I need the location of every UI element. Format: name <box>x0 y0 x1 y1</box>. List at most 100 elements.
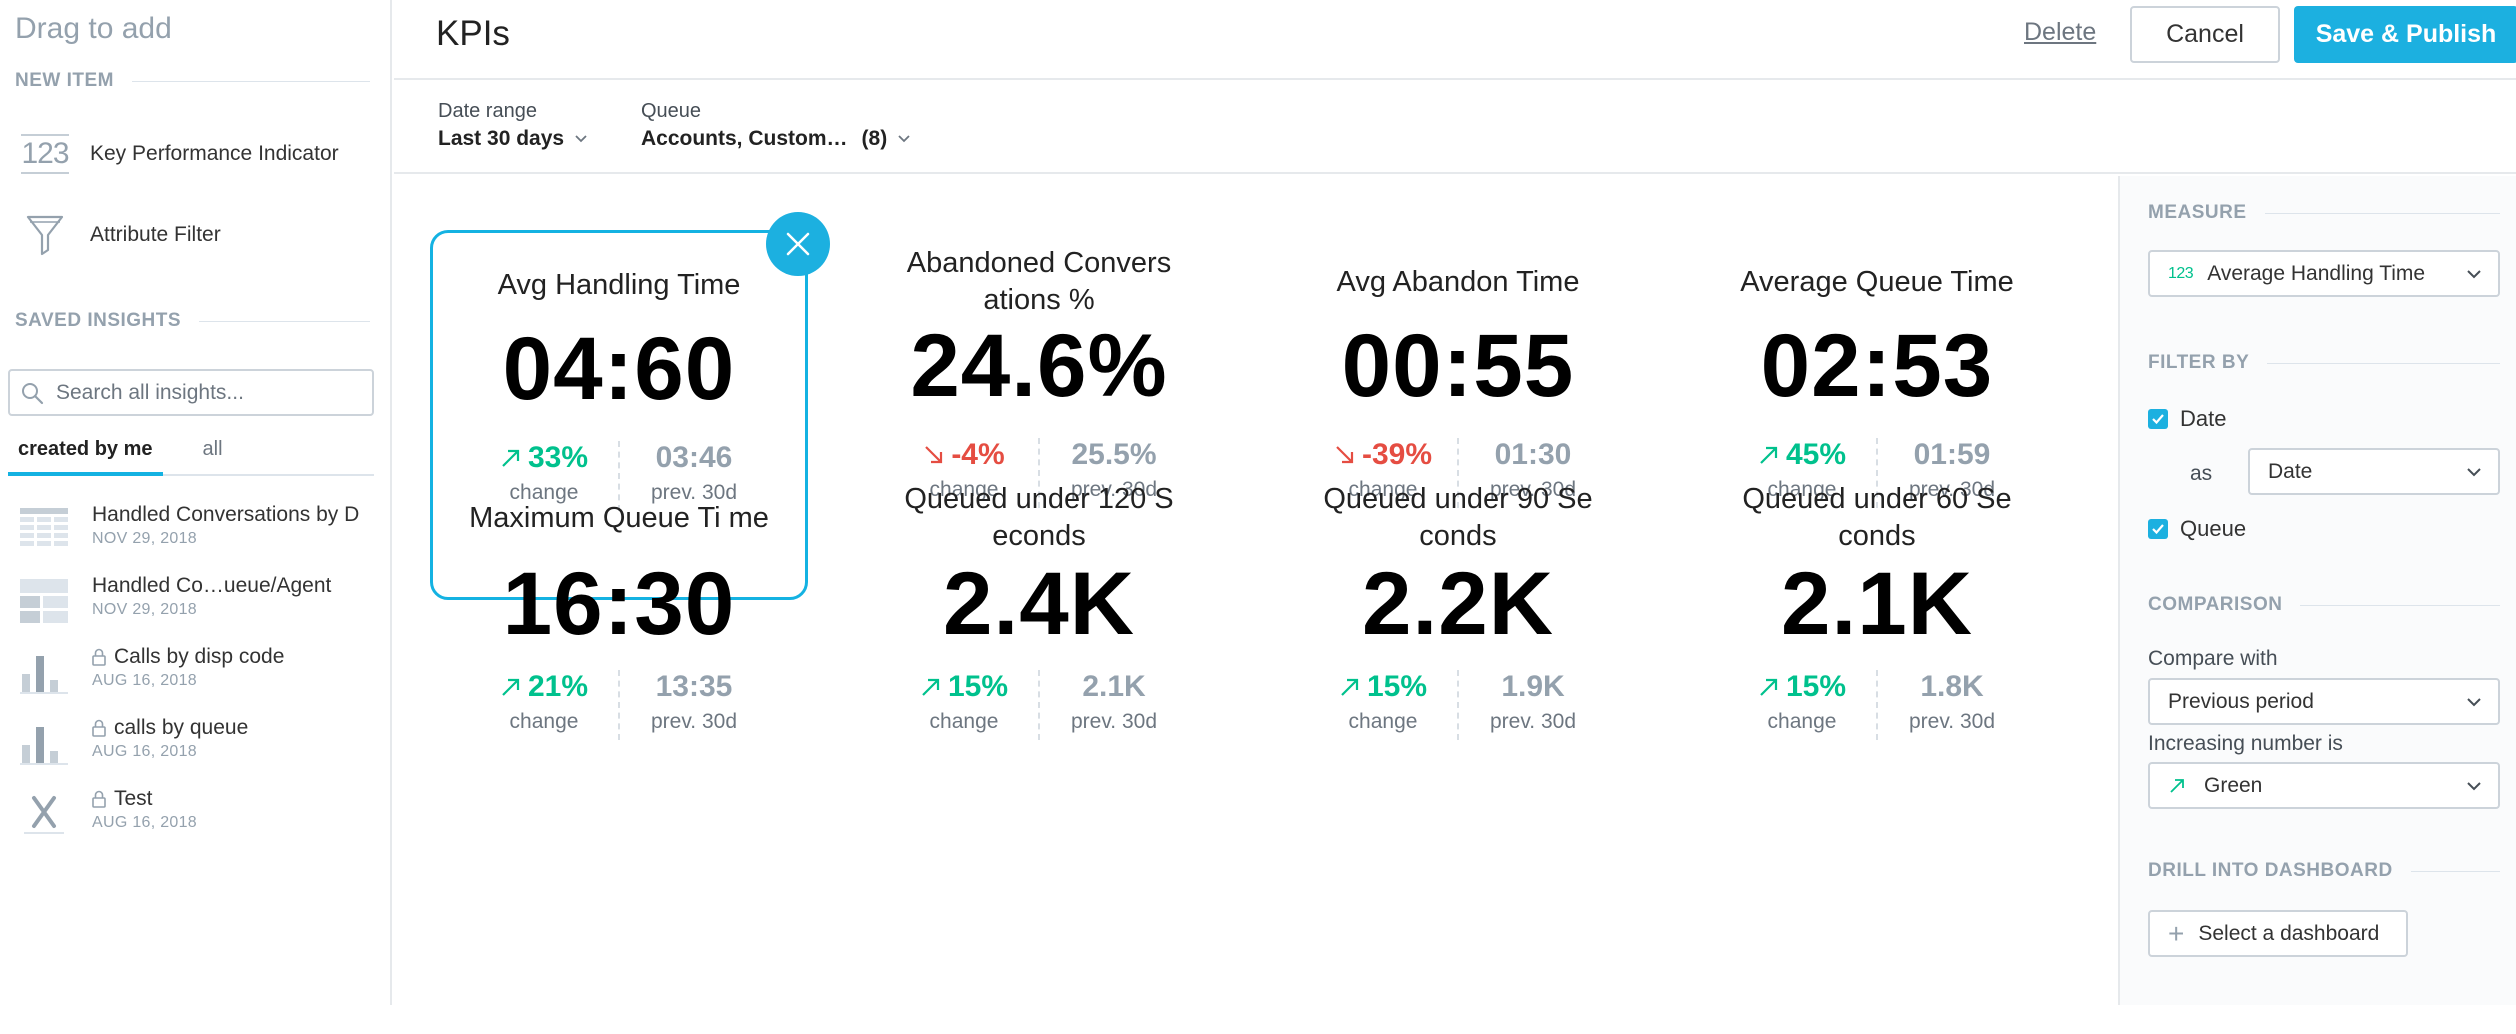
insight-item[interactable]: calls by queue AUG 16, 2018 <box>20 715 375 777</box>
queue-value: Accounts, Custom… <box>641 127 848 150</box>
kpi-widget[interactable]: Queued under 90 Se conds 2.2K 15% change 1.9… <box>1269 456 1647 856</box>
arrow-up-right-icon <box>1341 678 1359 696</box>
kpi-widget[interactable]: Queued under 60 Se conds 2.1K 15% change 1.8… <box>1688 456 2066 856</box>
kpi-previous-column: 25.5% prev. 30d <box>1044 438 1184 508</box>
divider <box>199 320 370 322</box>
insight-date: NOV 29, 2018 <box>92 530 197 547</box>
insight-text: Handled Conversations by D NOV 29, 2018 <box>92 502 359 548</box>
insight-name: Test <box>92 786 197 812</box>
kpi-title: Average Queue Time <box>1740 265 2014 298</box>
kpi-divider <box>618 670 620 740</box>
kpi-widget[interactable]: Avg Abandon Time 00:55 -39% change 01:30 prev… <box>1269 230 1647 600</box>
tab-all[interactable]: all <box>202 438 223 460</box>
kpi-widget[interactable]: Queued under 120 S econds 2.4K 15% change 2.… <box>850 456 1228 856</box>
kpi-value: 2.4K <box>943 553 1135 653</box>
remove-widget-button[interactable] <box>766 212 830 276</box>
date-range-label: Date range <box>438 100 537 122</box>
insight-date: AUG 16, 2018 <box>92 814 197 831</box>
as-label: as <box>2190 462 2213 485</box>
kpi-widget[interactable]: Maximum Queue Ti me 16:30 21% change 13:35 pr… <box>430 456 808 856</box>
insight-name: Handled Co…ueue/Agent <box>92 574 332 597</box>
kpi-change: 45% <box>1732 438 1872 472</box>
measure-heading: MEASURE <box>2148 202 2500 224</box>
arrow-down-right-icon <box>925 446 943 464</box>
insight-name: Handled Conversations by D <box>92 503 360 526</box>
kpi-change-label: change <box>929 478 999 501</box>
increasing-dropdown[interactable]: Green <box>2148 762 2500 809</box>
arrow-up-right-icon <box>1760 446 1778 464</box>
new-item-kpi[interactable]: 123 Key Performance Indicator <box>20 124 370 184</box>
kpi-previous-column: 01:59 prev. 30d <box>1882 438 2022 508</box>
filter-by-label: FILTER BY <box>2148 352 2250 373</box>
insight-item[interactable]: Test AUG 16, 2018 <box>20 786 375 848</box>
new-item-filter-label: Attribute Filter <box>90 223 221 246</box>
filter-queue-checkbox-row[interactable]: Queue <box>2148 516 2246 542</box>
save-publish-button[interactable]: Save & Publish <box>2294 6 2516 63</box>
kpi-widget[interactable]: Abandoned Convers ations % 24.6% -4% change… <box>850 230 1228 600</box>
kpi-config-panel: MEASURE 123 Average Handling Time FILTER… <box>2118 176 2516 1005</box>
queue-checkbox-label: Queue <box>2180 516 2247 541</box>
kpi-previous-label: prev. 30d <box>1071 478 1157 501</box>
cancel-button[interactable]: Cancel <box>2130 6 2280 63</box>
check-icon <box>2152 524 2164 535</box>
queue-checkbox[interactable] <box>2148 519 2168 539</box>
kpi-previous-label: prev. 30d <box>1490 478 1576 501</box>
chevron-down-icon <box>2467 781 2481 790</box>
compare-with-dropdown[interactable]: Previous period <box>2148 678 2500 725</box>
kpi-change-label: change <box>509 710 579 733</box>
date-dataset-dropdown[interactable]: Date <box>2248 448 2500 495</box>
insight-date: NOV 29, 2018 <box>92 601 197 618</box>
comparison-heading: COMPARISON <box>2148 594 2500 616</box>
kpi-change-value: 21% <box>527 670 589 703</box>
kpi-previous-value: 01:30 <box>1494 438 1572 471</box>
sidebar: Drag to add NEW ITEM 123 Key Performance… <box>0 0 392 1005</box>
kpi-change: 21% <box>474 670 614 704</box>
kpi-widget[interactable]: Avg Handling Time 04:60 33% change 03:46 prev… <box>430 230 808 600</box>
new-item-label: NEW ITEM <box>15 70 114 91</box>
insight-date: AUG 16, 2018 <box>92 743 197 760</box>
measure-dropdown[interactable]: 123 Average Handling Time <box>2148 250 2500 297</box>
kpi-change: -39% <box>1313 438 1453 472</box>
kpi-value: 02:53 <box>1760 315 1994 415</box>
insight-name: Calls by disp code <box>92 644 284 670</box>
kpi-change: 15% <box>1732 670 1872 704</box>
tab-created-by-me[interactable]: created by me <box>8 432 163 476</box>
kpi-widget[interactable]: Average Queue Time 02:53 45% change 01:59 pre… <box>1688 230 2066 600</box>
kpi-divider <box>1038 670 1040 740</box>
filter-date-checkbox-row[interactable]: Date <box>2148 406 2226 432</box>
search-input[interactable] <box>56 380 356 405</box>
arrow-down-right-icon <box>1336 446 1354 464</box>
insight-item[interactable]: Handled Co…ueue/Agent NOV 29, 2018 <box>20 573 375 635</box>
insight-item[interactable]: Calls by disp code AUG 16, 2018 <box>20 644 375 706</box>
kpi-divider <box>1457 438 1459 508</box>
new-item-heading: NEW ITEM <box>15 70 370 92</box>
kpi-change-label: change <box>1348 478 1418 501</box>
kpi-previous-column: 03:46 prev. 30d <box>624 441 764 511</box>
kpi-previous-column: 1.9K prev. 30d <box>1463 670 1603 740</box>
search-box[interactable] <box>8 369 374 416</box>
date-range-filter[interactable]: Date range Last 30 days <box>438 100 588 151</box>
kpi-divider <box>1876 670 1878 740</box>
queue-filter[interactable]: Queue Accounts, Custom… (8) <box>641 100 911 151</box>
kpi-value: 04:60 <box>502 318 736 418</box>
kpi-comparison: 15% change 1.8K prev. 30d <box>1688 670 2066 740</box>
kpi-value: 00:55 <box>1341 315 1575 415</box>
kpi-change-column: 15% change <box>1313 670 1453 740</box>
insight-item[interactable]: Handled Conversations by D NOV 29, 2018 <box>20 502 375 564</box>
kpi-comparison: 21% change 13:35 prev. 30d <box>430 670 808 740</box>
lock-icon <box>92 719 106 737</box>
delete-link[interactable]: Delete <box>2024 18 2097 46</box>
kpi-change-label: change <box>509 481 579 504</box>
kpi-change: 15% <box>1313 670 1453 704</box>
arrow-up-right-icon <box>1760 678 1778 696</box>
select-dashboard-button[interactable]: + Select a dashboard <box>2148 910 2408 957</box>
page-title[interactable]: KPIs <box>436 14 510 53</box>
filter-by-heading: FILTER BY <box>2148 352 2500 374</box>
chevron-down-icon <box>2467 269 2481 278</box>
saved-insights-heading: SAVED INSIGHTS <box>15 310 370 332</box>
new-item-attribute-filter[interactable]: Attribute Filter <box>20 205 370 265</box>
lock-icon <box>92 648 106 666</box>
date-checkbox[interactable] <box>2148 409 2168 429</box>
kpi-value: 16:30 <box>502 553 736 653</box>
insight-text: Handled Co…ueue/Agent NOV 29, 2018 <box>92 573 331 619</box>
